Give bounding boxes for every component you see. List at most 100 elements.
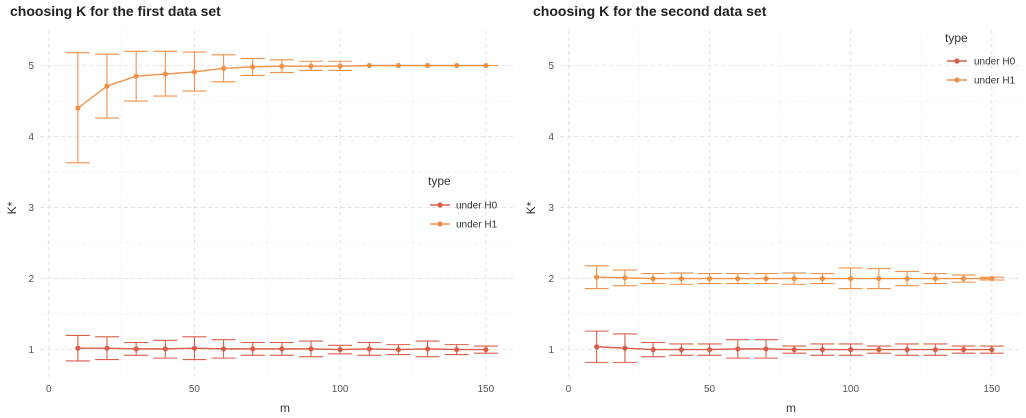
data-point: [191, 345, 198, 351]
y-tick-label: 3: [548, 203, 554, 214]
data-point: [483, 62, 489, 69]
data-point: [791, 346, 797, 353]
data-point: [337, 346, 343, 353]
chart-title: choosing K for the first data set: [10, 3, 221, 19]
data-point: [763, 275, 769, 282]
x-tick-label: 150: [983, 384, 1000, 395]
y-tick-label: 5: [28, 61, 34, 72]
data-point: [989, 346, 995, 353]
data-point: [622, 275, 628, 281]
data-point: [650, 275, 656, 282]
data-point: [395, 346, 402, 353]
data-point: [133, 73, 139, 79]
data-point: [932, 275, 938, 282]
x-tick-label: 150: [478, 384, 495, 395]
chart-panel-first-data-set: choosing K for the first data set 0 50 100…: [5, 3, 515, 415]
y-tick-label: 5: [548, 61, 554, 72]
x-tick-label: 100: [332, 384, 349, 395]
series-under-h0: [584, 330, 1004, 363]
data-point: [876, 275, 882, 282]
x-tick-label: 50: [704, 384, 716, 395]
gridlines: [560, 30, 1020, 378]
legend-key-point-h1: [954, 77, 960, 83]
data-point: [279, 63, 285, 69]
data-point: [735, 275, 741, 282]
data-point: [706, 346, 713, 353]
y-axis-label: K*: [524, 201, 538, 214]
data-point: [848, 346, 854, 353]
series-under-h1: [584, 265, 1004, 290]
x-tick-label: 50: [189, 384, 201, 395]
y-tick-label: 4: [548, 132, 554, 143]
data-point: [848, 275, 854, 282]
data-point: [191, 69, 198, 75]
chart-panel-second-data-set: choosing K for the second data set 0 50 10…: [524, 3, 1020, 415]
data-point: [395, 62, 402, 69]
data-point: [932, 346, 938, 353]
data-point: [960, 346, 967, 353]
data-point: [75, 105, 81, 111]
legend: type under H0 under H1: [945, 31, 1016, 87]
legend-key-point-h1: [437, 221, 443, 227]
y-tick-label: 4: [28, 132, 34, 143]
data-point: [594, 344, 600, 350]
data-point: [678, 346, 684, 353]
data-point: [650, 346, 656, 353]
data-point: [454, 346, 460, 353]
data-point: [308, 346, 314, 352]
data-point: [279, 346, 285, 352]
legend-key-point-h0: [437, 202, 443, 208]
data-point: [366, 346, 372, 352]
data-point: [104, 83, 110, 89]
data-point: [220, 65, 227, 71]
data-point: [989, 275, 995, 282]
data-point: [424, 346, 431, 352]
data-point: [454, 62, 460, 69]
series-under-h0: [65, 334, 498, 362]
legend-label-h0: under H0: [974, 57, 1016, 68]
data-point: [678, 275, 684, 282]
data-point: [133, 346, 139, 352]
y-tick-label: 1: [28, 345, 34, 356]
data-point: [791, 275, 797, 282]
data-point: [904, 275, 910, 282]
legend-label-h1: under H1: [974, 76, 1016, 87]
legend-key-point-h0: [954, 58, 960, 64]
legend: type under H0 under H1: [428, 174, 498, 231]
legend-title: type: [428, 174, 451, 188]
y-tick-label: 2: [548, 274, 554, 285]
x-tick-label: 0: [566, 384, 572, 395]
data-point: [162, 71, 168, 77]
data-point: [337, 63, 343, 69]
data-point: [308, 63, 314, 69]
axis-ticks: 0 50 100 150 1 2 3 4 5: [548, 61, 1000, 395]
y-tick-label: 1: [548, 345, 554, 356]
data-point: [876, 346, 882, 353]
data-point: [819, 275, 826, 282]
gridlines: [40, 30, 515, 378]
data-point: [819, 346, 826, 353]
y-axis-label: K*: [5, 201, 19, 214]
axis-ticks: 0 50 100 150 1 2 3 4 5: [28, 61, 494, 395]
data-point: [483, 346, 489, 353]
data-point: [594, 274, 600, 280]
data-point: [622, 345, 628, 351]
data-point: [104, 345, 110, 351]
data-marks: [584, 265, 1004, 363]
data-point: [706, 275, 713, 282]
data-point: [162, 346, 168, 352]
data-point: [250, 346, 256, 352]
chart-title: choosing K for the second data set: [533, 3, 767, 19]
data-marks: [65, 50, 498, 362]
x-tick-label: 100: [842, 384, 859, 395]
data-point: [904, 346, 910, 353]
y-tick-label: 3: [28, 203, 34, 214]
data-point: [366, 62, 372, 69]
series-under-h1: [65, 50, 498, 164]
data-point: [75, 345, 81, 351]
data-point: [424, 62, 431, 69]
legend-label-h1: under H1: [456, 220, 498, 231]
x-axis-label: m: [786, 401, 796, 415]
y-tick-label: 2: [28, 274, 34, 285]
